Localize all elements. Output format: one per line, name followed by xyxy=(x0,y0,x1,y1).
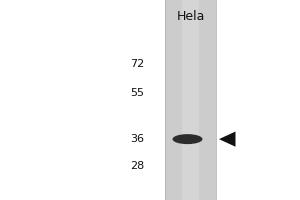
Text: 72: 72 xyxy=(130,59,144,69)
Polygon shape xyxy=(219,132,236,147)
Bar xyxy=(165,0,216,200)
Text: 28: 28 xyxy=(130,161,144,171)
Bar xyxy=(182,0,200,200)
Text: 36: 36 xyxy=(130,134,144,144)
Text: 55: 55 xyxy=(130,88,144,98)
Text: Hela: Hela xyxy=(176,10,205,23)
Ellipse shape xyxy=(172,134,203,144)
